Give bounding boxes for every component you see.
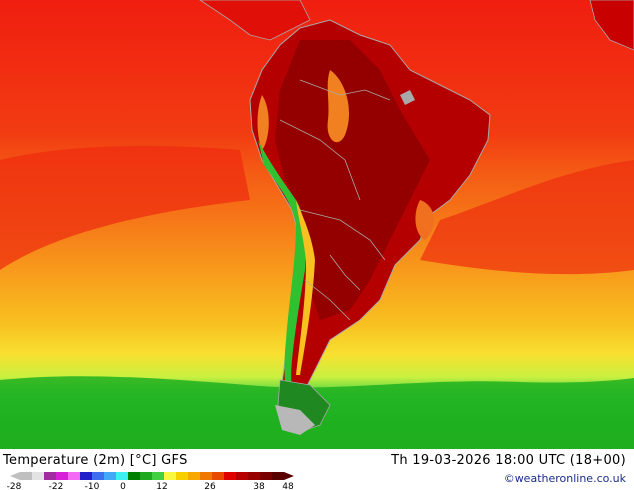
legend-arrow-right [284, 472, 294, 480]
legend-arrow-left [10, 472, 20, 480]
legend-swatch [200, 472, 213, 480]
legend-swatch [92, 472, 105, 480]
legend-swatch [236, 472, 249, 480]
warm-patch-east [420, 160, 634, 275]
legend-swatch [104, 472, 117, 480]
legend-swatch [176, 472, 189, 480]
east-plateau-orange [415, 200, 435, 240]
legend-tick-label: -22 [49, 482, 64, 490]
legend-swatch [56, 472, 69, 480]
legend-swatch [32, 472, 45, 480]
map-footer: Temperature (2m) [°C] GFS Th 19-03-2026 … [0, 449, 634, 490]
legend-swatch [68, 472, 81, 480]
legend-swatch [188, 472, 201, 480]
legend-tick-label: 26 [204, 482, 216, 490]
legend-swatch [248, 472, 261, 480]
lake-accent [400, 90, 415, 105]
andes-cool-strip [258, 140, 307, 412]
legend-swatch [20, 472, 33, 480]
central-america-land [199, 0, 311, 41]
map-title: Temperature (2m) [°C] GFS [3, 453, 188, 468]
legend-tick-label: 0 [120, 482, 126, 490]
legend-swatch [212, 472, 225, 480]
legend-swatch [224, 472, 237, 480]
legend-tick-label: -28 [7, 482, 22, 490]
northwest-orange [257, 95, 269, 150]
legend-swatch [44, 472, 57, 480]
legend-swatch [128, 472, 141, 480]
legend-swatch [164, 472, 177, 480]
tierra-del-fuego-gray [275, 405, 315, 435]
credit-link[interactable]: ©weatheronline.co.uk [503, 472, 626, 485]
andes-yellow-edge [296, 200, 315, 375]
legend-tick-label: 12 [156, 482, 167, 490]
country-borders [279, 79, 391, 321]
highlands-orange [327, 70, 350, 143]
legend-swatch [140, 472, 153, 480]
legend-swatch [260, 472, 273, 480]
color-legend: -28 -22 -10 0 12 26 38 48 [7, 472, 294, 490]
warm-patch-west [0, 145, 250, 270]
legend-tick-label: 38 [253, 482, 265, 490]
legend-swatch [272, 472, 285, 480]
legend-swatch [116, 472, 129, 480]
valid-time: Th 19-03-2026 18:00 UTC (18+00) [391, 453, 626, 468]
legend-swatch [80, 472, 93, 480]
legend-tick-label: -10 [85, 482, 100, 490]
temperature-map [0, 0, 634, 449]
north-africa-land [589, 0, 634, 51]
legend-swatch [152, 472, 165, 480]
legend-tick-label: 48 [282, 482, 294, 490]
